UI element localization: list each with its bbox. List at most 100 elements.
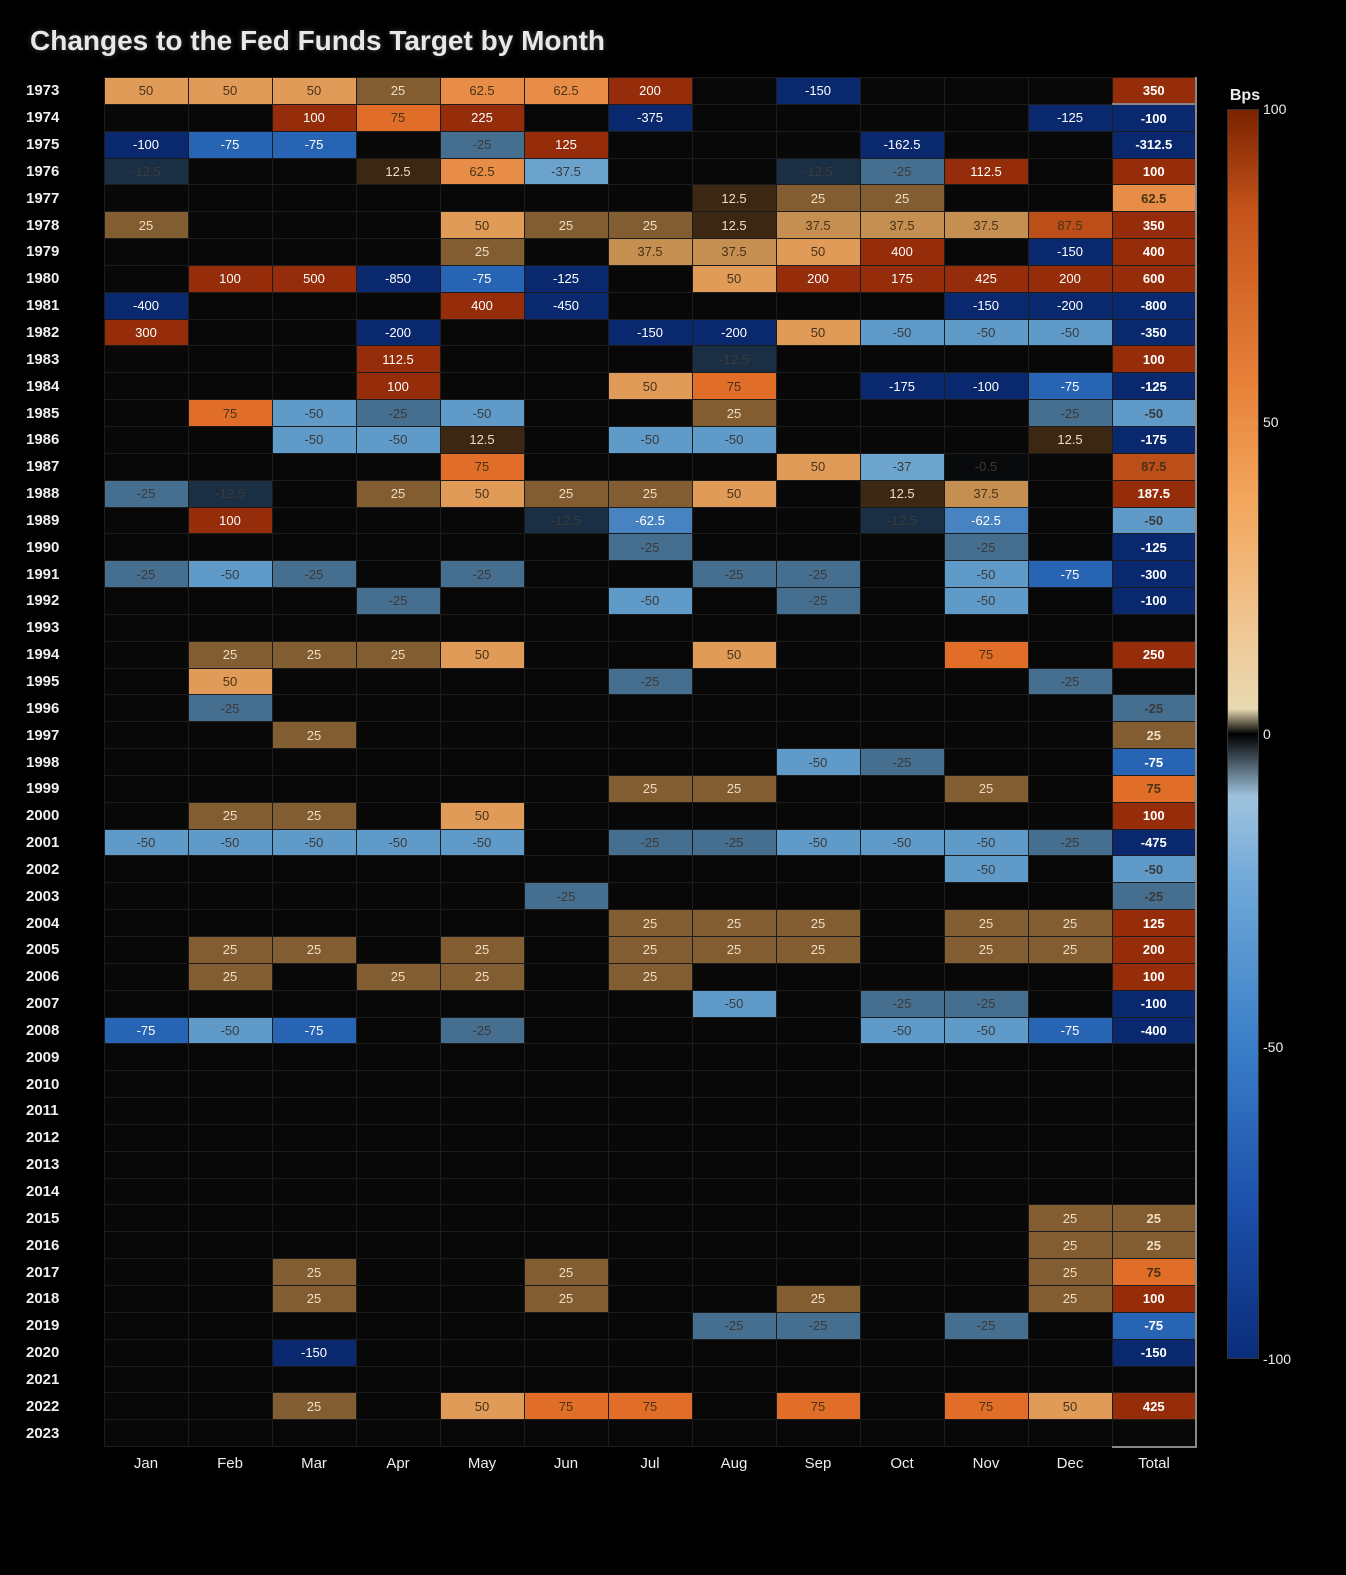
cell-2006-Mar[interactable] <box>272 963 356 990</box>
cell-2008-Jun[interactable] <box>524 1017 608 1044</box>
cell-1975-Aug[interactable] <box>692 131 776 158</box>
cell-1973-Mar[interactable]: 50 <box>272 78 356 105</box>
cell-2002-Feb[interactable] <box>188 856 272 883</box>
cell-1981-Mar[interactable] <box>272 292 356 319</box>
cell-1992-Sep[interactable]: -25 <box>776 588 860 615</box>
cell-2010-Aug[interactable] <box>692 1071 776 1098</box>
cell-2016-Jun[interactable] <box>524 1232 608 1259</box>
cell-1973-Nov[interactable] <box>944 78 1028 105</box>
cell-2009-Nov[interactable] <box>944 1044 1028 1071</box>
cell-2002-Sep[interactable] <box>776 856 860 883</box>
month-header-Jun[interactable]: Jun <box>524 1447 608 1474</box>
cell-2020-Sep[interactable] <box>776 1339 860 1366</box>
cell-2005-Total[interactable]: 200 <box>1112 937 1196 964</box>
cell-2005-May[interactable]: 25 <box>440 937 524 964</box>
cell-2011-Total[interactable] <box>1112 1098 1196 1125</box>
cell-2000-Mar[interactable]: 25 <box>272 802 356 829</box>
cell-1973-Sep[interactable]: -150 <box>776 78 860 105</box>
cell-1983-Aug[interactable]: -12.5 <box>692 346 776 373</box>
cell-2007-Apr[interactable] <box>356 990 440 1017</box>
cell-2015-Sep[interactable] <box>776 1205 860 1232</box>
cell-1982-Jun[interactable] <box>524 319 608 346</box>
cell-1985-Sep[interactable] <box>776 400 860 427</box>
cell-1973-Dec[interactable] <box>1028 78 1112 105</box>
cell-1993-Aug[interactable] <box>692 614 776 641</box>
cell-2001-Total[interactable]: -475 <box>1112 829 1196 856</box>
cell-1981-May[interactable]: 400 <box>440 292 524 319</box>
cell-2000-Dec[interactable] <box>1028 802 1112 829</box>
cell-1992-Mar[interactable] <box>272 588 356 615</box>
cell-1983-Sep[interactable] <box>776 346 860 373</box>
cell-1976-Oct[interactable]: -25 <box>860 158 944 185</box>
cell-1984-Jan[interactable] <box>104 373 188 400</box>
cell-1984-Nov[interactable]: -100 <box>944 373 1028 400</box>
cell-1978-Oct[interactable]: 37.5 <box>860 212 944 239</box>
cell-1993-Feb[interactable] <box>188 614 272 641</box>
cell-2009-Mar[interactable] <box>272 1044 356 1071</box>
cell-2008-Nov[interactable]: -50 <box>944 1017 1028 1044</box>
cell-1982-Dec[interactable]: -50 <box>1028 319 1112 346</box>
cell-1995-Sep[interactable] <box>776 668 860 695</box>
cell-1977-Apr[interactable] <box>356 185 440 212</box>
cell-2020-Dec[interactable] <box>1028 1339 1112 1366</box>
cell-1977-Aug[interactable]: 12.5 <box>692 185 776 212</box>
cell-2016-Apr[interactable] <box>356 1232 440 1259</box>
cell-1974-Jun[interactable] <box>524 104 608 131</box>
cell-1984-Oct[interactable]: -175 <box>860 373 944 400</box>
cell-1977-Feb[interactable] <box>188 185 272 212</box>
cell-2022-Total[interactable]: 425 <box>1112 1393 1196 1420</box>
cell-2011-Apr[interactable] <box>356 1098 440 1125</box>
cell-2007-Feb[interactable] <box>188 990 272 1017</box>
cell-2022-May[interactable]: 50 <box>440 1393 524 1420</box>
cell-2011-May[interactable] <box>440 1098 524 1125</box>
cell-2001-Mar[interactable]: -50 <box>272 829 356 856</box>
cell-2019-Sep[interactable]: -25 <box>776 1312 860 1339</box>
cell-2019-Aug[interactable]: -25 <box>692 1312 776 1339</box>
cell-2007-Dec[interactable] <box>1028 990 1112 1017</box>
cell-1994-Aug[interactable]: 50 <box>692 641 776 668</box>
cell-1994-Jan[interactable] <box>104 641 188 668</box>
cell-1974-Nov[interactable] <box>944 104 1028 131</box>
cell-2018-Nov[interactable] <box>944 1285 1028 1312</box>
cell-2002-Oct[interactable] <box>860 856 944 883</box>
cell-1975-Jun[interactable]: 125 <box>524 131 608 158</box>
cell-1984-Feb[interactable] <box>188 373 272 400</box>
cell-1985-Nov[interactable] <box>944 400 1028 427</box>
cell-2006-Aug[interactable] <box>692 963 776 990</box>
cell-1988-Apr[interactable]: 25 <box>356 480 440 507</box>
cell-2006-Jan[interactable] <box>104 963 188 990</box>
cell-2005-Feb[interactable]: 25 <box>188 937 272 964</box>
cell-1980-Jun[interactable]: -125 <box>524 265 608 292</box>
cell-1973-Apr[interactable]: 25 <box>356 78 440 105</box>
cell-1997-May[interactable] <box>440 722 524 749</box>
cell-1975-Oct[interactable]: -162.5 <box>860 131 944 158</box>
cell-2021-Mar[interactable] <box>272 1366 356 1393</box>
cell-1997-Oct[interactable] <box>860 722 944 749</box>
cell-2004-Apr[interactable] <box>356 910 440 937</box>
cell-2007-Jun[interactable] <box>524 990 608 1017</box>
cell-1999-Jul[interactable]: 25 <box>608 775 692 802</box>
cell-2012-May[interactable] <box>440 1124 524 1151</box>
cell-1978-Apr[interactable] <box>356 212 440 239</box>
cell-1982-Sep[interactable]: 50 <box>776 319 860 346</box>
cell-2023-Jul[interactable] <box>608 1420 692 1447</box>
cell-1975-Nov[interactable] <box>944 131 1028 158</box>
cell-2008-Mar[interactable]: -75 <box>272 1017 356 1044</box>
month-header-Oct[interactable]: Oct <box>860 1447 944 1474</box>
cell-2015-Apr[interactable] <box>356 1205 440 1232</box>
cell-2000-Aug[interactable] <box>692 802 776 829</box>
cell-1975-Jul[interactable] <box>608 131 692 158</box>
cell-2000-Sep[interactable] <box>776 802 860 829</box>
cell-1986-Jan[interactable] <box>104 426 188 453</box>
cell-2022-Apr[interactable] <box>356 1393 440 1420</box>
cell-1988-Jun[interactable]: 25 <box>524 480 608 507</box>
cell-2005-Dec[interactable]: 25 <box>1028 937 1112 964</box>
cell-1988-Total[interactable]: 187.5 <box>1112 480 1196 507</box>
month-header-May[interactable]: May <box>440 1447 524 1474</box>
cell-1973-Jan[interactable]: 50 <box>104 78 188 105</box>
cell-2018-Jul[interactable] <box>608 1285 692 1312</box>
cell-2020-Apr[interactable] <box>356 1339 440 1366</box>
cell-1999-Apr[interactable] <box>356 775 440 802</box>
cell-1997-Nov[interactable] <box>944 722 1028 749</box>
cell-2015-Aug[interactable] <box>692 1205 776 1232</box>
